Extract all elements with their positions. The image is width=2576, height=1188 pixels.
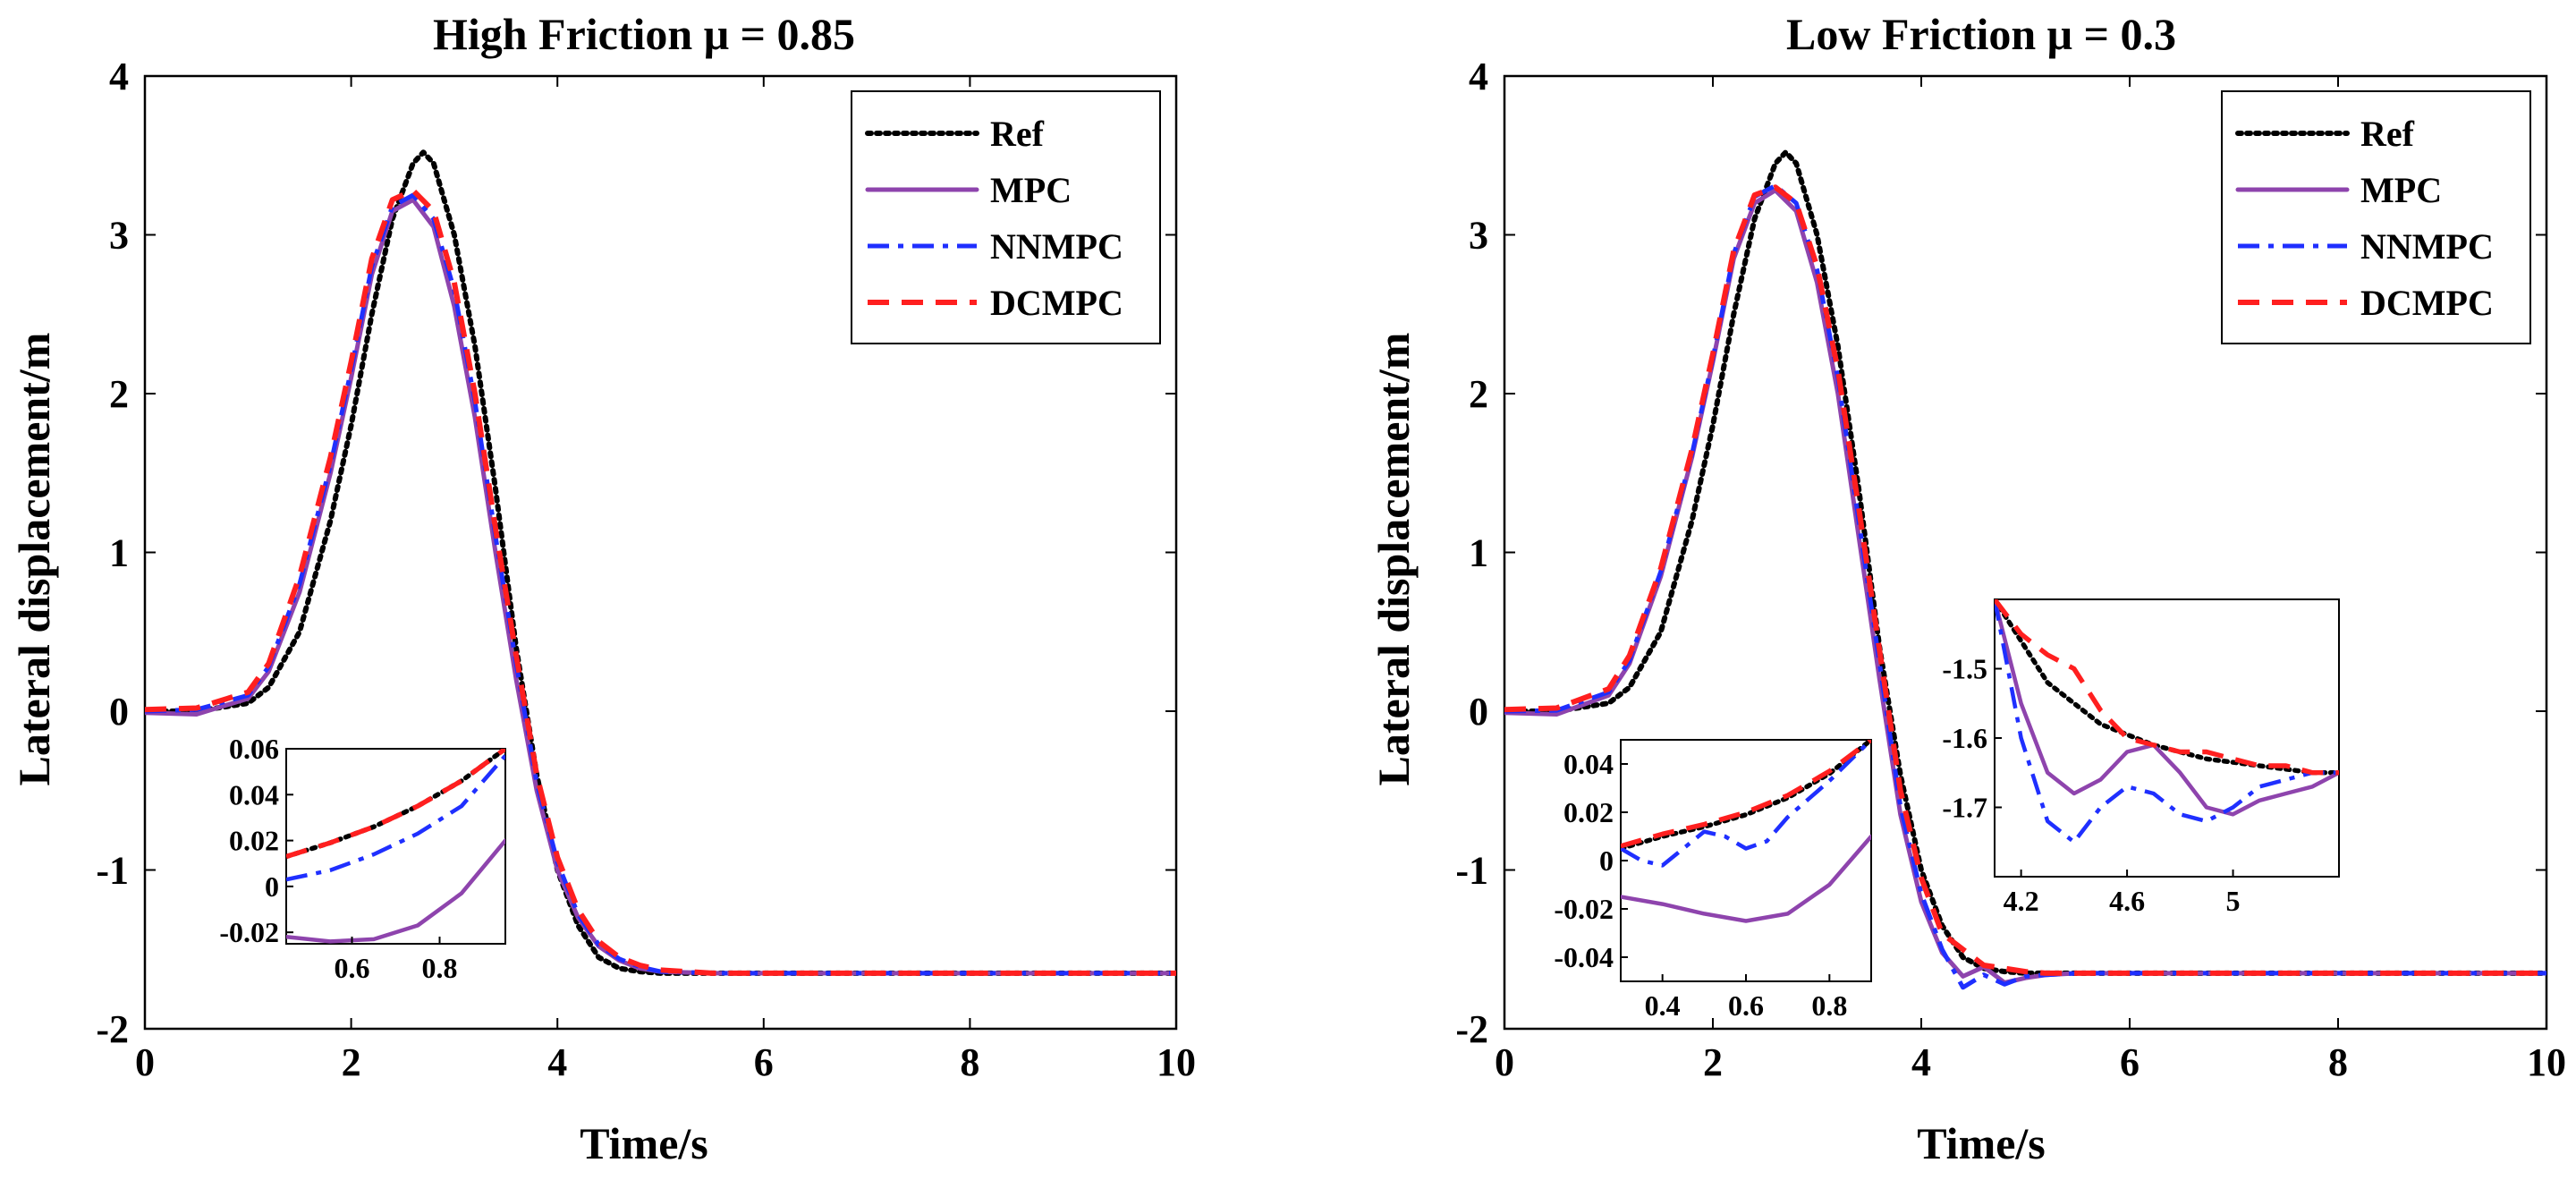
inset-series-group xyxy=(1621,740,1871,923)
y-tick-label: -1 xyxy=(1455,849,1488,893)
y-tick-label: 4 xyxy=(1469,55,1488,98)
inset-x-tick-label: 0.6 xyxy=(1728,989,1764,1022)
inset-series-group xyxy=(286,749,505,944)
chart-title: High Friction μ = 0.85 xyxy=(433,9,855,59)
inset-y-tick-label: 0 xyxy=(1599,844,1614,877)
legend-label-nnmpc: NNMPC xyxy=(2360,226,2494,267)
legend-label-nnmpc: NNMPC xyxy=(990,226,1123,267)
x-tick-label: 4 xyxy=(547,1040,567,1084)
inset-x-tick-label: 0.8 xyxy=(1811,989,1847,1022)
inset-y-tick-label: -1.5 xyxy=(1942,653,1987,685)
x-axis-label: Time/s xyxy=(580,1118,708,1168)
y-tick-label: 2 xyxy=(1469,372,1488,416)
y-tick-label: 3 xyxy=(109,214,129,258)
inset-y-tick-label: 0.02 xyxy=(229,825,279,857)
inset-line-dcmpc xyxy=(1995,599,2339,776)
inset-frame xyxy=(1620,739,1872,982)
x-tick-label: 0 xyxy=(135,1040,155,1084)
inset-x-tick-label: 4.6 xyxy=(2109,885,2145,917)
inset-x-tick-label: 0.4 xyxy=(1645,989,1681,1022)
inset-line-nnmpc xyxy=(1621,740,1871,868)
legend-label-mpc: MPC xyxy=(2360,170,2442,210)
x-tick-label: 2 xyxy=(342,1040,361,1084)
y-axis-label: Lateral displacement/m xyxy=(9,333,59,786)
y-tick-label: -1 xyxy=(96,849,129,893)
inset-x-tick-label: 0.8 xyxy=(422,952,458,984)
legend-label-ref: Ref xyxy=(990,114,1045,154)
inset-y-tick-label: 0.04 xyxy=(229,778,279,810)
chart-panel-low-friction: Low Friction μ = 0.3 Time/s Lateral disp… xyxy=(1368,9,2566,1168)
inset-line-mpc xyxy=(1995,599,2339,817)
x-tick-label: 6 xyxy=(754,1040,774,1084)
legend: Ref MPC NNMPC DCMPC xyxy=(2221,90,2531,344)
legend-label-mpc: MPC xyxy=(990,170,1072,210)
y-tick-label: 1 xyxy=(1469,531,1488,575)
y-tick-label: -2 xyxy=(96,1007,129,1051)
x-tick-label: 2 xyxy=(1703,1040,1723,1084)
inset-line-mpc xyxy=(286,838,505,944)
inset-line-mpc xyxy=(1621,834,1871,923)
inset-line-dcmpc xyxy=(1621,740,1871,849)
series-line-dcmpc xyxy=(145,187,1176,976)
x-tick-label: 10 xyxy=(1157,1040,1196,1084)
inset-plot: 0.6 0.8 -0.02 0 0.02 0.04 0.06 xyxy=(219,733,506,984)
y-tick-label: 3 xyxy=(1469,214,1488,258)
series-line-dcmpc xyxy=(1504,184,2546,976)
inset-plot: 0.4 0.6 0.8 -0.04 -0.02 0 0.02 0.04 xyxy=(1554,739,1872,1022)
y-tick-label: 4 xyxy=(109,55,129,98)
inset-x-tick-label: 4.2 xyxy=(2004,885,2039,917)
inset-x-tick-label: 0.6 xyxy=(335,952,370,984)
inset-y-tick-label: -0.04 xyxy=(1554,941,1614,973)
inset-plot: 4.2 4.6 5 -1.5 -1.6 -1.7 xyxy=(1942,598,2340,917)
x-tick-label: 10 xyxy=(2527,1040,2566,1084)
y-axis-label: Lateral displacement/m xyxy=(1368,333,1419,786)
chart-panel-high-friction: High Friction μ = 0.85 Time/s Lateral di… xyxy=(9,9,1196,1168)
series-group xyxy=(1504,149,2546,990)
x-axis-label: Time/s xyxy=(1917,1118,2046,1168)
legend-label-ref: Ref xyxy=(2360,114,2415,154)
y-tick-label: 0 xyxy=(109,690,129,734)
inset-y-tick-label: -0.02 xyxy=(219,916,279,948)
legend-label-dcmpc: DCMPC xyxy=(990,283,1123,323)
y-tick-label: 2 xyxy=(109,372,129,416)
x-tick-label: 8 xyxy=(960,1040,979,1084)
series-line-mpc xyxy=(1504,188,2546,985)
inset-series-group xyxy=(1995,599,2339,844)
y-tick-label: 1 xyxy=(109,531,129,575)
chart-title: Low Friction μ = 0.3 xyxy=(1786,9,2176,59)
inset-y-tick-label: 0.04 xyxy=(1563,748,1614,780)
inset-y-tick-label: -0.02 xyxy=(1554,893,1614,925)
inset-y-tick-label: -1.6 xyxy=(1942,722,1987,754)
inset-line-dcmpc xyxy=(286,749,505,860)
inset-y-tick-label: 0.06 xyxy=(229,733,279,765)
y-tick-label: 0 xyxy=(1469,690,1488,734)
inset-y-tick-label: 0.02 xyxy=(1563,796,1614,828)
inset-y-tick-label: 0 xyxy=(265,870,279,903)
legend-label-dcmpc: DCMPC xyxy=(2360,283,2494,323)
y-tick-label: -2 xyxy=(1455,1007,1488,1051)
series-group xyxy=(145,149,1176,976)
inset-line-nnmpc xyxy=(1995,599,2339,844)
x-tick-label: 0 xyxy=(1495,1040,1514,1084)
legend: Ref MPC NNMPC DCMPC xyxy=(851,90,1161,344)
inset-frame xyxy=(1994,598,2340,878)
x-tick-label: 6 xyxy=(2120,1040,2140,1084)
x-tick-label: 4 xyxy=(1911,1040,1931,1084)
inset-x-tick-label: 5 xyxy=(2226,885,2241,917)
inset-y-tick-label: -1.7 xyxy=(1942,792,1987,824)
x-tick-label: 8 xyxy=(2328,1040,2348,1084)
